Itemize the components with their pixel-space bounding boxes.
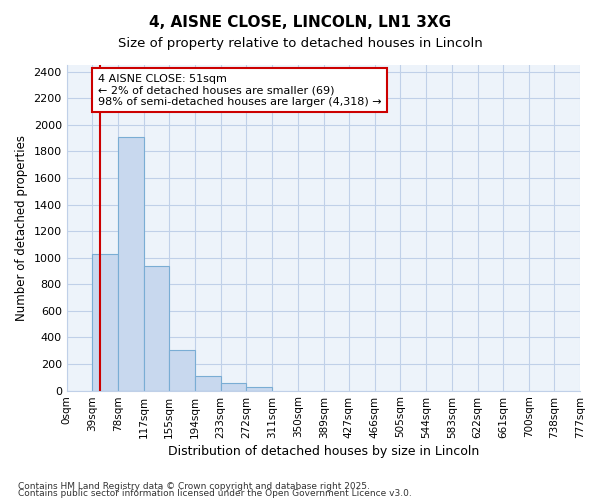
Text: 4 AISNE CLOSE: 51sqm
← 2% of detached houses are smaller (69)
98% of semi-detach: 4 AISNE CLOSE: 51sqm ← 2% of detached ho… [98, 74, 382, 107]
Text: Contains HM Land Registry data © Crown copyright and database right 2025.: Contains HM Land Registry data © Crown c… [18, 482, 370, 491]
Y-axis label: Number of detached properties: Number of detached properties [15, 135, 28, 321]
Bar [247, 387, 272, 390]
Bar [195, 376, 221, 390]
Bar [118, 137, 144, 390]
Text: 4, AISNE CLOSE, LINCOLN, LN1 3XG: 4, AISNE CLOSE, LINCOLN, LN1 3XG [149, 15, 451, 30]
Text: Contains public sector information licensed under the Open Government Licence v3: Contains public sector information licen… [18, 490, 412, 498]
Bar [221, 384, 247, 390]
Bar [92, 254, 118, 390]
Text: Size of property relative to detached houses in Lincoln: Size of property relative to detached ho… [118, 38, 482, 51]
X-axis label: Distribution of detached houses by size in Lincoln: Distribution of detached houses by size … [168, 444, 479, 458]
Bar [144, 266, 169, 390]
Bar [169, 350, 195, 391]
